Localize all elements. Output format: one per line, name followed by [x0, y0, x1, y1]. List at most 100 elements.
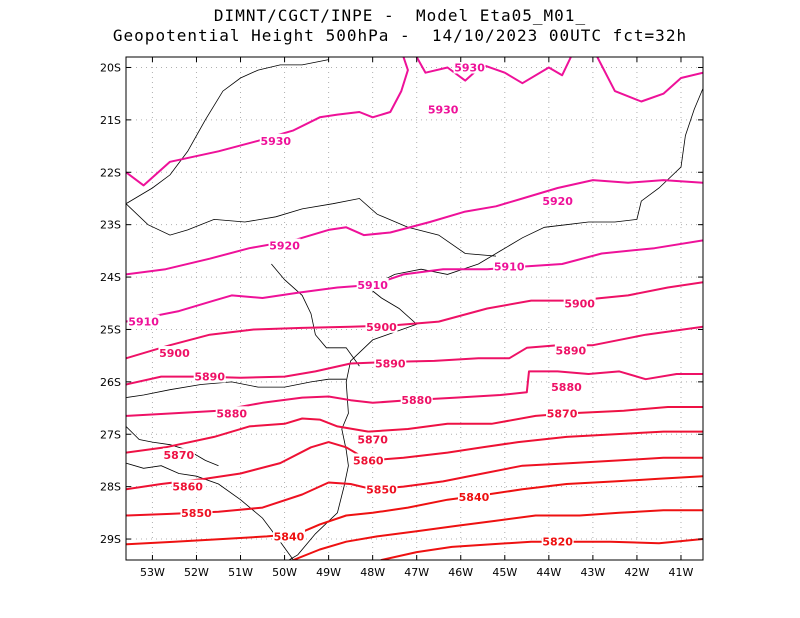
contour-label-bg — [356, 277, 389, 291]
contour-label: 5840 — [459, 491, 490, 504]
contour-label: 5930 — [260, 135, 291, 148]
contour-label-bg — [563, 296, 596, 310]
coastline-segment — [126, 426, 219, 467]
isoline-5880 — [126, 370, 703, 417]
contour-label: 5910 — [128, 316, 159, 329]
lon-tick-label: 50W — [272, 566, 297, 579]
contour-label: 5880 — [551, 381, 582, 394]
contour-label-bg — [365, 482, 398, 496]
contour-label-bg — [127, 314, 160, 328]
isoline-5840 — [126, 475, 703, 546]
lon-tick-label: 42W — [624, 566, 649, 579]
contour-label: 5920 — [542, 195, 573, 208]
lon-tick-label: 44W — [536, 566, 561, 579]
contour-label: 5890 — [194, 371, 225, 384]
contour-label-bg — [374, 356, 407, 370]
lon-tick-label: 46W — [448, 566, 473, 579]
contour-label-bg — [453, 60, 486, 74]
map-title-line2: Geopotential Height 500hPa - 14/10/2023 … — [112, 26, 688, 45]
lat-tick-label: 21S — [100, 114, 121, 127]
isoline-5910 — [126, 239, 703, 323]
contour-label-bg — [215, 406, 248, 420]
contour-label-bg — [400, 393, 433, 407]
contour-label: 5900 — [564, 297, 595, 310]
contour-label-bg — [356, 432, 389, 446]
lat-tick-label: 23S — [100, 219, 121, 232]
coastline-segment — [368, 88, 703, 288]
contour-label-bg — [550, 380, 583, 394]
isoline-5900 — [126, 281, 703, 360]
contour-label: 5850 — [181, 507, 212, 520]
axis-ticks: 53W 52W 51W 50W 49W 48W 47W 46W 45W 44W 43W 42W 41W 2… — [100, 57, 703, 579]
lon-tick-label: 52W — [184, 566, 209, 579]
isoline-5930 — [126, 57, 409, 187]
isoline-5820 — [380, 538, 703, 560]
contour-label-bg — [180, 505, 213, 519]
coastline-layer — [126, 59, 703, 560]
contour-label: 5890 — [375, 358, 406, 371]
contour-label: 5930 — [428, 103, 459, 116]
contour-label: 5900 — [366, 321, 397, 334]
contour-label: 5870 — [547, 407, 578, 420]
isoline-5870 — [126, 406, 703, 454]
contour-label: 5880 — [401, 394, 432, 407]
contour-label: 5820 — [542, 536, 573, 549]
lat-tick-label: 27S — [100, 428, 121, 441]
lon-tick-label: 45W — [492, 566, 517, 579]
contour-label: 5920 — [269, 240, 300, 253]
lat-tick-label: 26S — [100, 376, 121, 389]
contour-labels: 5930 5930 5920 5910 5900 5890 5880 5870 5860 5850… — [127, 60, 596, 549]
lat-tick-label: 25S — [100, 323, 121, 336]
coastline-segment — [126, 59, 329, 205]
lat-tick-label: 20S — [100, 61, 121, 74]
contour-label: 5880 — [216, 407, 247, 420]
contour-label-bg — [427, 102, 460, 116]
map-title-line1: DIMNT/CGCT/INPE - Model Eta05_M01_ — [213, 6, 587, 25]
contour-label: 5910 — [494, 261, 525, 274]
isoline-5930 — [596, 57, 703, 103]
coastline-segment — [271, 263, 360, 367]
contour-label-bg — [259, 133, 292, 147]
contour-label-bg — [546, 406, 579, 420]
contour-label-bg — [158, 346, 191, 360]
contour-layer — [126, 57, 703, 560]
isoline-5920 — [126, 179, 703, 276]
contour-label: 5850 — [366, 483, 397, 496]
lon-tick-label: 51W — [228, 566, 253, 579]
lon-tick-label: 43W — [580, 566, 605, 579]
contour-label: 5870 — [164, 449, 195, 462]
contour-label-bg — [554, 343, 587, 357]
contour-label-bg — [365, 319, 398, 333]
contour-label-bg — [171, 479, 204, 493]
coastline-segment — [288, 287, 418, 560]
lon-tick-label: 53W — [140, 566, 165, 579]
coastline-segment — [126, 378, 347, 398]
contour-label-bg — [272, 529, 305, 543]
lat-tick-label: 22S — [100, 166, 121, 179]
contour-label-bg — [493, 259, 526, 273]
contour-label-bg — [541, 194, 574, 208]
contour-label: 5900 — [159, 347, 190, 360]
contour-label: 5860 — [172, 481, 203, 494]
contour-label-bg — [457, 490, 490, 504]
contour-label-bg — [162, 448, 195, 462]
contour-label-bg — [193, 369, 226, 383]
isoline-5930 — [415, 57, 572, 85]
contour-label-bg — [541, 534, 574, 548]
lon-tick-label: 41W — [669, 566, 694, 579]
contour-label: 5860 — [353, 454, 384, 467]
contour-label: 5930 — [454, 61, 485, 74]
contour-label: 5840 — [274, 530, 305, 543]
contour-label: 5870 — [357, 433, 388, 446]
contour-label: 5910 — [357, 279, 388, 292]
contour-label-bg — [268, 238, 301, 252]
coastline-segment — [126, 462, 294, 560]
lat-tick-label: 24S — [100, 271, 121, 284]
lon-tick-label: 47W — [404, 566, 429, 579]
lon-tick-label: 49W — [316, 566, 341, 579]
lat-tick-label: 29S — [100, 533, 121, 546]
coastline-segment — [126, 198, 497, 257]
isoline-5830 — [292, 509, 703, 560]
contour-label: 5890 — [556, 344, 587, 357]
